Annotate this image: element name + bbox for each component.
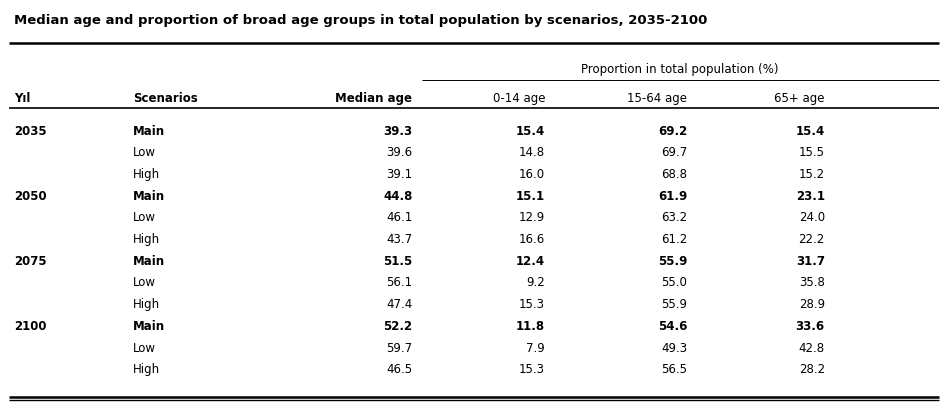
Text: Low: Low <box>133 342 155 355</box>
Text: 2035: 2035 <box>14 125 46 138</box>
Text: 39.3: 39.3 <box>383 125 412 138</box>
Text: 15-64 age: 15-64 age <box>628 92 687 105</box>
Text: 47.4: 47.4 <box>386 298 412 311</box>
Text: 44.8: 44.8 <box>383 190 412 203</box>
Text: 51.5: 51.5 <box>383 255 412 268</box>
Text: 22.2: 22.2 <box>798 233 825 246</box>
Text: 12.9: 12.9 <box>519 211 545 225</box>
Text: High: High <box>133 168 160 181</box>
Text: 2050: 2050 <box>14 190 46 203</box>
Text: Main: Main <box>133 320 165 333</box>
Text: 63.2: 63.2 <box>661 211 687 225</box>
Text: 46.1: 46.1 <box>386 211 412 225</box>
Text: 23.1: 23.1 <box>795 190 825 203</box>
Text: 56.1: 56.1 <box>386 276 412 290</box>
Text: High: High <box>133 298 160 311</box>
Text: 69.2: 69.2 <box>658 125 687 138</box>
Text: 61.9: 61.9 <box>658 190 687 203</box>
Text: 39.6: 39.6 <box>386 146 412 160</box>
Text: 28.2: 28.2 <box>798 363 825 376</box>
Text: 69.7: 69.7 <box>661 146 687 160</box>
Text: 15.2: 15.2 <box>798 168 825 181</box>
Text: 2075: 2075 <box>14 255 46 268</box>
Text: 31.7: 31.7 <box>795 255 825 268</box>
Text: 54.6: 54.6 <box>658 320 687 333</box>
Text: 52.2: 52.2 <box>383 320 412 333</box>
Text: 55.9: 55.9 <box>662 298 687 311</box>
Text: 61.2: 61.2 <box>661 233 687 246</box>
Text: 15.1: 15.1 <box>516 190 545 203</box>
Text: Low: Low <box>133 276 155 290</box>
Text: Scenarios: Scenarios <box>133 92 197 105</box>
Text: 46.5: 46.5 <box>386 363 412 376</box>
Text: Low: Low <box>133 146 155 160</box>
Text: 15.3: 15.3 <box>520 298 545 311</box>
Text: 11.8: 11.8 <box>516 320 545 333</box>
Text: High: High <box>133 363 160 376</box>
Text: 15.5: 15.5 <box>799 146 825 160</box>
Text: 9.2: 9.2 <box>526 276 545 290</box>
Text: 24.0: 24.0 <box>798 211 825 225</box>
Text: Main: Main <box>133 190 165 203</box>
Text: Main: Main <box>133 255 165 268</box>
Text: 7.9: 7.9 <box>526 342 545 355</box>
Text: 16.6: 16.6 <box>519 233 545 246</box>
Text: 15.4: 15.4 <box>795 125 825 138</box>
Text: 43.7: 43.7 <box>386 233 412 246</box>
Text: 65+ age: 65+ age <box>775 92 825 105</box>
Text: Yıl: Yıl <box>14 92 30 105</box>
Text: 42.8: 42.8 <box>798 342 825 355</box>
Text: 15.3: 15.3 <box>520 363 545 376</box>
Text: Main: Main <box>133 125 165 138</box>
Text: 55.0: 55.0 <box>662 276 687 290</box>
Text: 35.8: 35.8 <box>799 276 825 290</box>
Text: High: High <box>133 233 160 246</box>
Text: 39.1: 39.1 <box>386 168 412 181</box>
Text: 16.0: 16.0 <box>519 168 545 181</box>
Text: 2100: 2100 <box>14 320 46 333</box>
Text: 28.9: 28.9 <box>798 298 825 311</box>
Text: 55.9: 55.9 <box>658 255 687 268</box>
Text: 68.8: 68.8 <box>662 168 687 181</box>
Text: 56.5: 56.5 <box>662 363 687 376</box>
Text: Proportion in total population (%): Proportion in total population (%) <box>581 63 779 76</box>
Text: 49.3: 49.3 <box>661 342 687 355</box>
Text: 59.7: 59.7 <box>386 342 412 355</box>
Text: 12.4: 12.4 <box>516 255 545 268</box>
Text: 0-14 age: 0-14 age <box>493 92 545 105</box>
Text: 15.4: 15.4 <box>516 125 545 138</box>
Text: Low: Low <box>133 211 155 225</box>
Text: 33.6: 33.6 <box>795 320 825 333</box>
Text: 14.8: 14.8 <box>519 146 545 160</box>
Text: Median age and proportion of broad age groups in total population by scenarios, : Median age and proportion of broad age g… <box>14 14 707 27</box>
Text: Median age: Median age <box>336 92 412 105</box>
